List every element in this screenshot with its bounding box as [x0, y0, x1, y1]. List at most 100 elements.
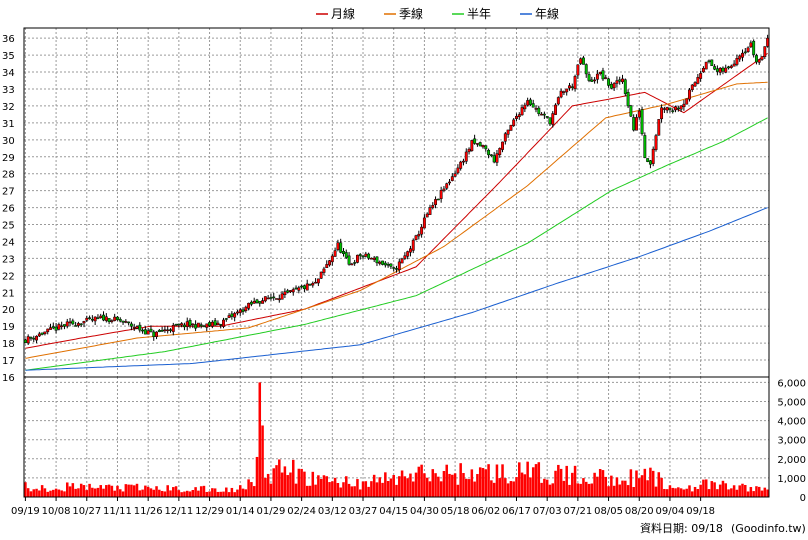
volume-bar-95	[289, 472, 292, 497]
volume-bar-13	[60, 490, 63, 497]
candle-106	[319, 271, 323, 280]
candle-45	[149, 325, 153, 333]
volume-bar-62	[197, 490, 200, 497]
price-tick-20: 20	[2, 305, 15, 316]
volume-bars	[24, 382, 769, 497]
volume-bar-197	[573, 465, 577, 497]
candle-95	[289, 290, 292, 294]
moving-average-lines	[25, 52, 768, 371]
volume-bar-245	[707, 489, 711, 497]
volume-bar-227	[657, 472, 661, 497]
volume-bar-199	[579, 483, 582, 497]
volume-bar-8	[46, 491, 49, 497]
legend-label-0: 月線	[331, 6, 355, 21]
candle-250	[721, 66, 725, 75]
price-tick-31: 31	[2, 119, 15, 130]
volume-bar-192	[559, 468, 563, 497]
volume-bar-176	[515, 477, 518, 497]
candle-114	[342, 247, 345, 257]
candle-265	[763, 46, 767, 59]
candle-125	[372, 255, 376, 263]
volume-bar-174	[509, 481, 513, 497]
candle-39	[132, 323, 136, 331]
candle-112	[336, 239, 340, 252]
volume-bar-15	[65, 482, 69, 497]
candle-35	[121, 320, 125, 325]
candle-225	[651, 146, 655, 167]
volume-bar-239	[691, 491, 694, 497]
candle-195	[568, 82, 571, 91]
x-tick-12/29: 12/29	[195, 506, 224, 517]
volume-bar-123	[367, 486, 370, 497]
volume-frame	[23, 376, 770, 498]
candle-117	[350, 262, 354, 266]
candle-62	[196, 322, 200, 328]
volume-bar-218	[632, 487, 635, 497]
x-tick-07/03: 07/03	[533, 506, 562, 517]
volume-bar-96	[292, 459, 295, 497]
candle-226	[654, 133, 658, 152]
volume-bar-180	[526, 461, 529, 497]
candle-34	[118, 317, 122, 323]
legend: 月線 季線 半年 年線	[316, 6, 559, 21]
volume-bar-87	[266, 473, 270, 497]
volume-bar-51	[166, 485, 169, 497]
price-tick-17: 17	[2, 356, 15, 367]
volume-bar-223	[646, 480, 649, 497]
candle-249	[718, 67, 722, 76]
volume-bar-215	[624, 480, 627, 497]
candle-131	[389, 263, 393, 269]
legend-label-2: 半年	[467, 7, 491, 21]
volume-tick-4: 4,000	[777, 417, 806, 428]
candle-48	[157, 329, 161, 333]
candle-92	[280, 291, 284, 300]
volume-bar-164	[481, 468, 485, 497]
candle-254	[732, 60, 736, 67]
x-tick-11/11: 11/11	[103, 506, 132, 517]
volume-bar-204	[593, 472, 596, 497]
volume-bar-231	[668, 485, 672, 497]
volume-bar-92	[280, 472, 284, 497]
volume-bar-125	[372, 474, 376, 497]
volume-bar-262	[755, 486, 758, 497]
price-axis: 16 17 18 19 20 21 22 23 24 25 26 27 28 29 30 31 32 33 34 35…	[2, 34, 15, 384]
price-tick-16: 16	[2, 373, 15, 384]
volume-bar-168	[492, 482, 496, 497]
candle-98	[297, 285, 301, 294]
candle-164	[481, 144, 485, 149]
volume-tick-2: 2,000	[777, 455, 806, 466]
candle-189	[551, 111, 555, 128]
candle-19	[76, 321, 80, 328]
price-frame	[23, 27, 770, 378]
candle-84	[258, 301, 262, 307]
volume-bar-77	[238, 485, 242, 497]
candle-156	[459, 160, 463, 171]
candle-171	[501, 141, 504, 153]
price-tick-21: 21	[2, 288, 15, 299]
volume-bar-131	[389, 478, 393, 497]
volume-bar-57	[183, 491, 186, 497]
volume-bar-115	[345, 476, 348, 497]
volume-bar-202	[587, 483, 591, 497]
candle-163	[478, 141, 482, 147]
volume-bar-138	[409, 473, 412, 497]
volume-tick-6: 6,000	[777, 378, 806, 389]
volume-tick-1: 1,000	[777, 474, 806, 485]
candle-31	[110, 319, 114, 324]
volume-bar-14	[63, 491, 66, 497]
volume-bar-137	[406, 478, 409, 497]
price-tick-19: 19	[2, 322, 15, 333]
x-tick-11/26: 11/26	[134, 506, 163, 517]
volume-bar-166	[487, 464, 490, 497]
volume-bar-191	[557, 464, 560, 497]
volume-bar-158	[465, 478, 468, 497]
volume-bar-76	[236, 489, 239, 497]
candle-11	[54, 323, 58, 334]
volume-bar-149	[439, 481, 443, 497]
volume-tick-0: 0	[800, 493, 806, 504]
price-tick-36: 36	[2, 34, 15, 45]
candle-7	[43, 331, 47, 336]
volume-bar-249	[718, 484, 722, 497]
volume-bar-209	[607, 486, 610, 497]
